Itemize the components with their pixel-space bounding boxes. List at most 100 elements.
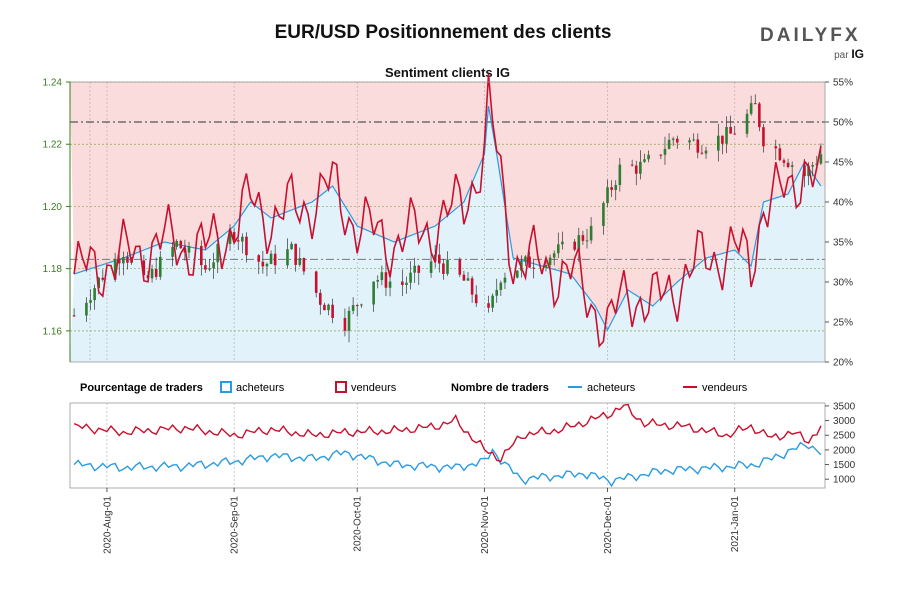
candle-body [491,295,494,308]
candle-body [700,152,704,154]
logo-par: par [834,50,849,61]
candle-body [671,138,675,140]
candle-body [786,162,790,168]
candle-body [97,277,101,289]
candle-body [819,154,823,164]
candle-body [618,164,622,186]
candle-body [302,258,306,272]
candle-body [388,281,392,288]
candle-body [269,253,273,264]
candle-body [265,263,269,267]
candle-body [429,261,433,273]
candle-body [470,278,474,295]
x-tick-label: 2021-Jan-01 [730,496,741,553]
candle-body [556,244,560,254]
candle-body [696,139,700,153]
legend: Pourcentage de traders acheteurs vendeur… [80,381,748,394]
candle-body [261,261,265,267]
candle-body [589,225,593,241]
candle-body [495,289,499,296]
candle-body [581,235,585,241]
candle-body [634,165,638,174]
candle-body [667,139,671,149]
percent-tick-label: 45% [833,158,853,169]
candle-body [298,258,302,265]
candle-body [725,126,728,144]
candle-body [573,241,577,250]
count-tick-label: 1000 [833,475,856,486]
candle-body [721,135,724,144]
candle-body [782,160,786,163]
candle-body [405,282,408,285]
candle-body [323,304,326,311]
candle-body [318,292,322,305]
count-buyers-line [73,441,822,488]
candle-body [200,245,203,266]
candle-body [659,154,663,156]
percent-tick-label: 55% [833,78,853,89]
chart-title: EUR/USD Positionnement des clients [274,22,612,43]
logo-ig: IG [851,47,864,61]
candle-body [630,164,634,166]
candle-body [745,113,749,134]
candle-body [733,133,737,135]
candle-body [347,310,351,331]
candle-body [351,305,355,311]
candle-body [228,232,232,244]
candle-body [499,282,503,290]
dailyfx-logo: DAILYFX par IG [760,25,870,65]
candle-body [314,271,318,293]
x-tick-label: 2020-Nov-01 [480,496,491,554]
candle-body [487,303,490,308]
candle-body [187,245,191,253]
price-tick-label: 1.18 [43,264,63,275]
candle-body [692,139,695,141]
candle-body [639,161,642,174]
percent-tick-label: 20% [833,358,853,369]
count-tick-label: 3500 [833,401,856,412]
candle-body [528,256,531,268]
price-tick-label: 1.20 [43,202,63,213]
x-tick-label: 2020-Aug-01 [102,496,113,554]
candle-body [401,281,404,285]
legend-pct-label: Pourcentage de traders [80,382,203,394]
candle-body [585,240,589,242]
price-tick-label: 1.24 [43,78,63,89]
legend-count-buyers: acheteurs [587,382,636,394]
legend-pct-sellers-swatch [335,381,347,393]
candle-body [384,272,388,288]
candle-body [515,270,519,278]
chart-subtitle: Sentiment clients IG [385,65,510,80]
candle-body [524,256,527,262]
candle-body [101,277,105,280]
candle-body [286,249,289,266]
candle-body [413,265,416,273]
candle-body [380,272,384,281]
candle-body [204,265,207,270]
candle-body [89,300,92,303]
candle-body [774,146,778,149]
candle-body [216,243,220,263]
x-tick-label: 2020-Sep-01 [230,496,241,554]
candle-body [376,280,380,282]
percent-tick-label: 50% [833,118,853,129]
percent-tick-label: 30% [833,278,853,289]
legend-pct-sellers: vendeurs [351,382,397,394]
candle-body [232,232,236,241]
candle-body [552,253,556,258]
candle-body [807,166,810,177]
count-tick-label: 2500 [833,431,856,442]
count-sellers-line [73,403,822,463]
candle-body [462,274,466,281]
candle-body [762,127,765,147]
candle-body [150,269,154,279]
candle-body [290,243,293,250]
candle-body [446,259,449,274]
candle-body [790,165,794,168]
x-tick-label: 2020-Dec-01 [603,496,614,554]
candle-body [503,277,507,283]
candle-body [675,138,679,143]
buyers-area [70,106,825,362]
candle-body [343,317,347,331]
